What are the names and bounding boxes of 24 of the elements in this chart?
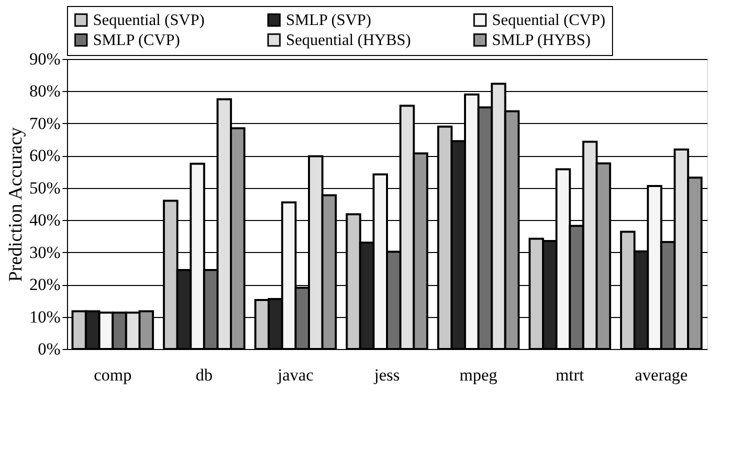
y-tick-label: 0% (38, 340, 60, 358)
y-tick-label: 90% (29, 50, 60, 68)
legend-label: Sequential (SVP) (93, 12, 205, 30)
x-tick-label: average (634, 366, 688, 384)
x-tick-label: mpeg (460, 366, 498, 384)
y-tick-label: 60% (29, 146, 60, 166)
y-tick-label: 80% (29, 82, 60, 101)
y-tick-label: 30% (29, 242, 60, 262)
x-tick-label: comp (94, 366, 132, 384)
legend-label: SMLP (CVP) (93, 32, 180, 49)
y-tick-label: 20% (29, 275, 60, 294)
y-tick-label: 10% (29, 307, 60, 326)
y-axis-title: Prediction Accuracy (5, 126, 26, 282)
x-tick-label: db (196, 366, 213, 384)
legend-label: Sequential (HYBS) (286, 32, 411, 49)
x-tick-label: javac (276, 366, 314, 384)
legend-label: SMLP (HYBS) (492, 32, 591, 49)
x-tick-label: mtrt (556, 366, 584, 384)
legend-label: SMLP (SVP) (286, 12, 372, 30)
x-tick-label: jess (373, 366, 400, 384)
y-tick-label: 70% (29, 114, 60, 133)
legend-label: Sequential (CVP) (492, 12, 606, 30)
y-tick-label: 50% (29, 178, 60, 198)
y-tick-label: 40% (29, 210, 60, 230)
